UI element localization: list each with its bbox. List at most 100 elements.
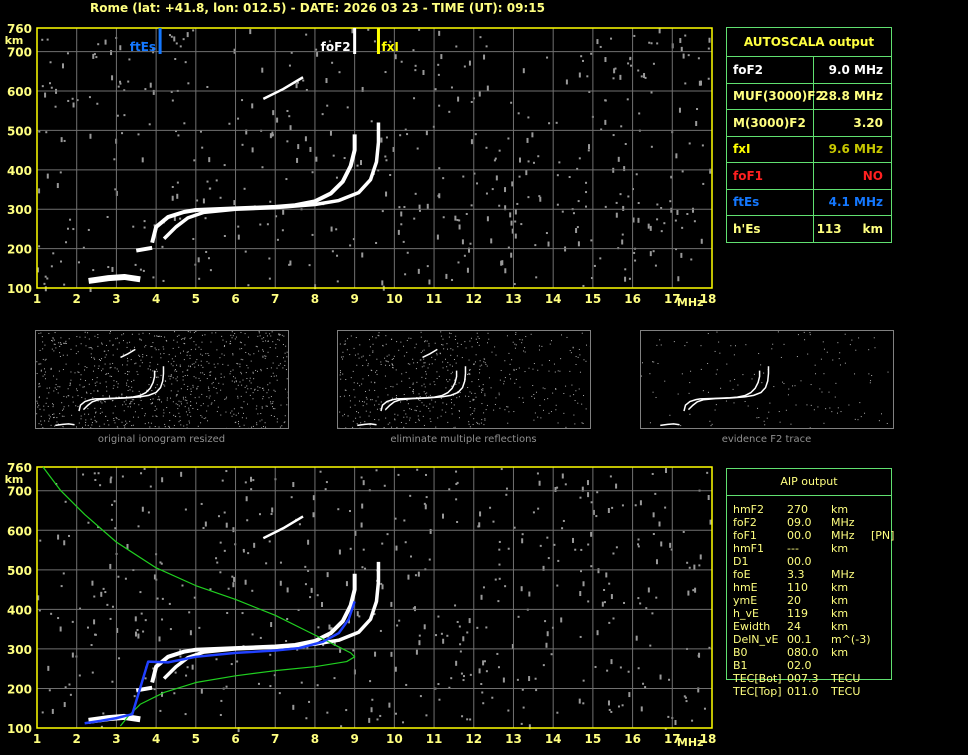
noise-dot xyxy=(173,424,175,426)
noise-dot xyxy=(498,548,501,551)
noise-dot xyxy=(583,359,585,361)
noise-dot xyxy=(474,408,476,410)
noise-dot xyxy=(364,421,366,423)
noise-dot xyxy=(175,395,177,397)
x-tick-label: 10 xyxy=(386,732,403,746)
noise-dot xyxy=(871,375,873,377)
noise-dot xyxy=(707,333,709,335)
noise-dot xyxy=(202,403,204,405)
noise-dot xyxy=(468,423,470,425)
noise-dot xyxy=(874,347,876,349)
y-tick-label: 300 xyxy=(7,203,32,217)
noise-dot xyxy=(483,660,486,663)
noise-dot xyxy=(152,89,155,95)
noise-dot xyxy=(161,618,164,621)
noise-dot xyxy=(428,558,431,561)
noise-dot xyxy=(494,346,496,348)
noise-dot xyxy=(336,254,339,257)
aip-row: ymE 20 km xyxy=(733,594,894,607)
noise-dot xyxy=(280,404,282,406)
noise-dot xyxy=(356,164,359,167)
noise-dot xyxy=(64,500,67,503)
noise-dot xyxy=(144,88,147,91)
noise-dot xyxy=(272,362,274,364)
noise-dot xyxy=(230,343,232,345)
noise-dot xyxy=(417,571,420,577)
noise-dot xyxy=(423,424,425,426)
noise-dot xyxy=(499,379,501,381)
noise-dot xyxy=(170,390,172,392)
noise-dot xyxy=(441,513,444,519)
noise-dot xyxy=(252,392,254,394)
noise-dot xyxy=(57,423,59,425)
noise-dot xyxy=(276,367,278,369)
noise-dot xyxy=(144,677,147,680)
noise-dot xyxy=(372,350,374,352)
noise-dot xyxy=(610,37,613,40)
noise-dot xyxy=(191,363,193,365)
noise-dot xyxy=(95,412,97,414)
noise-dot xyxy=(653,361,655,363)
thumb-trace xyxy=(380,370,458,412)
noise-dot xyxy=(282,367,284,369)
noise-dot xyxy=(423,362,425,364)
noise-dot xyxy=(36,400,38,402)
noise-dot xyxy=(247,284,250,287)
noise-dot xyxy=(159,561,162,564)
noise-dot xyxy=(196,388,198,390)
noise-dot xyxy=(820,358,822,360)
noise-dot xyxy=(715,373,717,375)
trace-multiple xyxy=(262,515,304,540)
noise-dot xyxy=(624,268,627,271)
noise-dot xyxy=(663,222,666,225)
noise-dot xyxy=(193,596,196,599)
noise-dot xyxy=(425,496,428,499)
noise-dot xyxy=(266,405,268,407)
noise-dot xyxy=(271,131,274,137)
noise-dot xyxy=(699,554,702,560)
noise-dot xyxy=(378,335,380,337)
noise-dot xyxy=(406,133,409,136)
noise-dot xyxy=(362,480,365,486)
noise-dot xyxy=(570,352,572,354)
noise-dot xyxy=(384,155,387,158)
noise-dot xyxy=(744,400,746,402)
noise-dot xyxy=(645,607,648,610)
noise-dot xyxy=(93,472,96,475)
noise-dot xyxy=(104,39,107,45)
noise-dot xyxy=(457,342,459,344)
noise-dot xyxy=(286,404,288,406)
noise-dot xyxy=(555,388,557,390)
noise-dot xyxy=(441,409,443,411)
noise-dot xyxy=(612,617,615,620)
noise-dot xyxy=(99,425,101,427)
noise-dot xyxy=(135,362,137,364)
noise-dot xyxy=(444,358,446,360)
noise-dot xyxy=(649,225,652,231)
noise-dot xyxy=(259,636,262,639)
noise-dot xyxy=(272,408,274,410)
noise-dot xyxy=(482,660,485,666)
noise-dot xyxy=(237,363,239,365)
noise-dot xyxy=(709,168,712,174)
noise-dot xyxy=(362,548,365,551)
noise-dot xyxy=(487,342,489,344)
noise-dot xyxy=(183,359,185,361)
noise-dot xyxy=(257,413,259,415)
aip-cell: hmF1 xyxy=(733,542,765,555)
noise-dot xyxy=(761,382,763,384)
noise-dot xyxy=(269,133,272,139)
noise-dot xyxy=(548,412,550,414)
noise-dot xyxy=(216,561,219,564)
noise-dot xyxy=(385,387,387,389)
noise-dot xyxy=(72,401,74,403)
noise-dot xyxy=(485,146,488,149)
noise-dot xyxy=(220,414,222,416)
y-tick-label: 700 xyxy=(7,485,32,499)
noise-dot xyxy=(215,377,217,379)
noise-dot xyxy=(56,421,58,423)
noise-dot xyxy=(272,406,274,408)
noise-dot xyxy=(697,654,700,657)
noise-dot xyxy=(380,363,382,365)
noise-dot xyxy=(679,38,682,44)
